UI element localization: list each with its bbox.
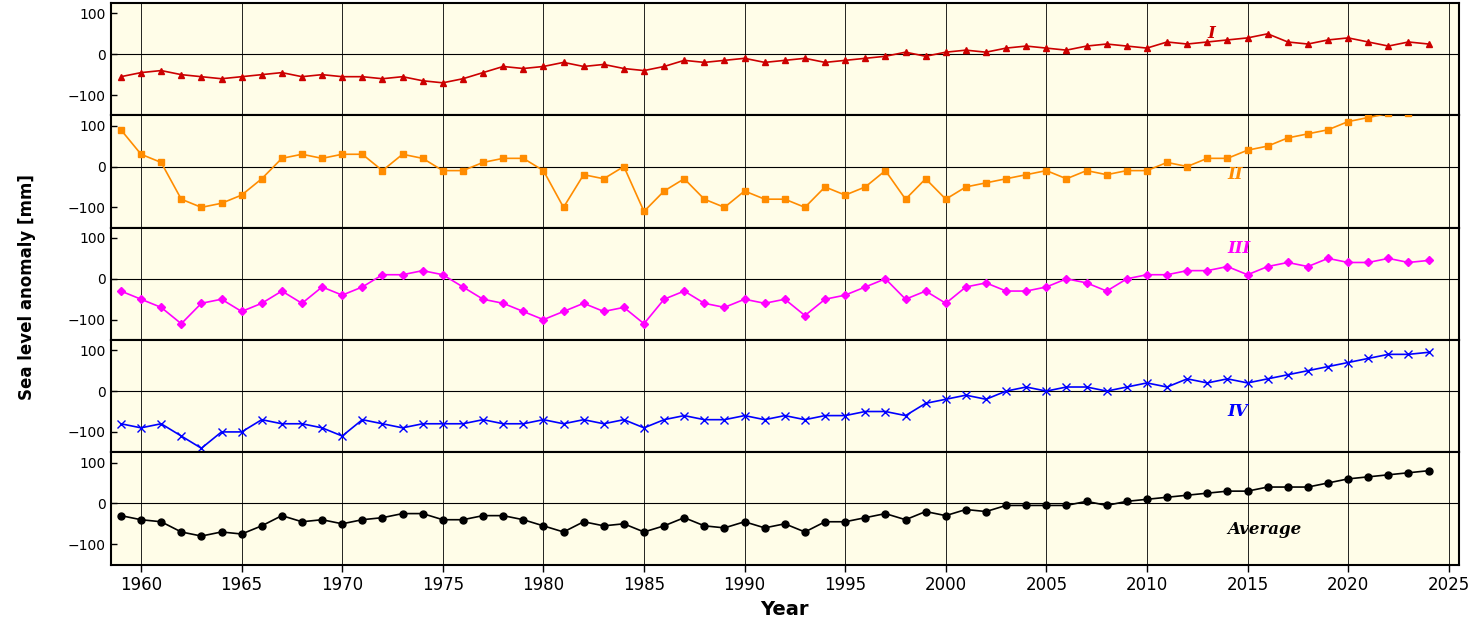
Text: IV: IV xyxy=(1227,403,1247,420)
Text: Average: Average xyxy=(1227,521,1302,538)
Text: Sea level anomaly [mm]: Sea level anomaly [mm] xyxy=(18,174,35,400)
Text: III: III xyxy=(1227,240,1250,256)
X-axis label: Year: Year xyxy=(761,600,808,619)
Text: II: II xyxy=(1227,166,1243,183)
Text: I: I xyxy=(1208,26,1215,42)
